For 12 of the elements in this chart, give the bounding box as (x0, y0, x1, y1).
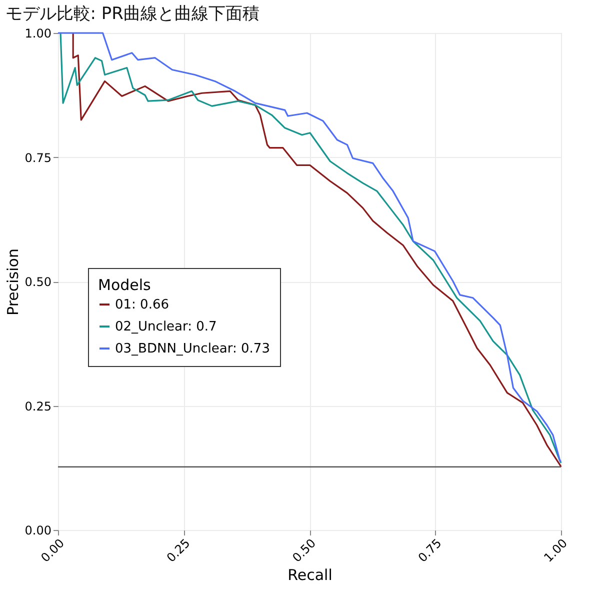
y-tick-label: 0.25 (24, 399, 52, 414)
chart-title: モデル比較: PR曲線と曲線下面積 (5, 4, 260, 24)
y-tick-label: 0.50 (24, 275, 52, 289)
y-axis-title: Precision (4, 248, 22, 316)
legend-label: 02_Unclear: 0.7 (115, 320, 217, 334)
y-tick-label: 0.75 (24, 150, 52, 165)
legend-title: Models (98, 276, 152, 294)
y-tick-label: 0.00 (24, 524, 52, 538)
legend-label: 01: 0.66 (115, 298, 169, 312)
legend-label: 03_BDNN_Unclear: 0.73 (115, 342, 270, 356)
y-tick-label: 1.00 (24, 26, 52, 40)
x-axis-title: Recall (288, 566, 332, 584)
